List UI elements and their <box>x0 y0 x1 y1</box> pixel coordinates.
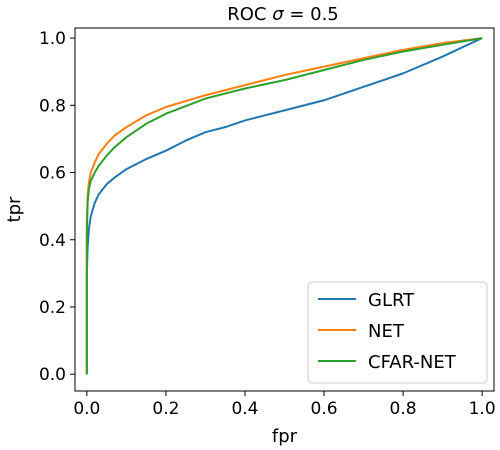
y-tick-label: 0.6 <box>39 164 66 184</box>
title-sigma: σ <box>272 4 284 25</box>
title-suffix: = 0.5 <box>284 4 339 25</box>
series-line-glrt <box>85 37 483 375</box>
y-axis-label: tpr <box>4 196 25 222</box>
title-prefix: ROC <box>227 4 272 25</box>
legend-label: NET <box>368 321 405 342</box>
ticks-layer: 0.0 0.2 0.4 0.6 0.8 1.0 0.0 0.2 0.4 0.6 0.8 1.0 <box>39 29 496 419</box>
x-tick-label: 0.6 <box>311 399 338 419</box>
legend-label: GLRT <box>368 290 415 311</box>
x-tick-label: 0.4 <box>231 399 258 419</box>
legend: GLRT NET CFAR-NET <box>307 281 488 384</box>
x-tick-label: 1.0 <box>469 399 496 419</box>
legend-box <box>307 281 488 384</box>
series-line-cfar-net <box>85 37 483 375</box>
chart-title: ROC σ = 0.5 <box>227 4 339 25</box>
y-tick-label: 0.8 <box>39 96 66 116</box>
y-tick-label: 0.4 <box>39 231 66 251</box>
y-tick-label: 0.0 <box>39 365 66 385</box>
y-tick-label: 1.0 <box>39 29 66 49</box>
x-tick-label: 0.8 <box>390 399 417 419</box>
x-tick-label: 0.2 <box>152 399 179 419</box>
series-line-net <box>85 37 483 375</box>
x-axis-label: fpr <box>272 426 298 447</box>
plot-frame <box>74 27 495 392</box>
legend-label: CFAR-NET <box>368 352 457 373</box>
series-layer <box>85 37 483 375</box>
y-tick-label: 0.2 <box>39 298 66 318</box>
x-tick-label: 0.0 <box>73 399 100 419</box>
